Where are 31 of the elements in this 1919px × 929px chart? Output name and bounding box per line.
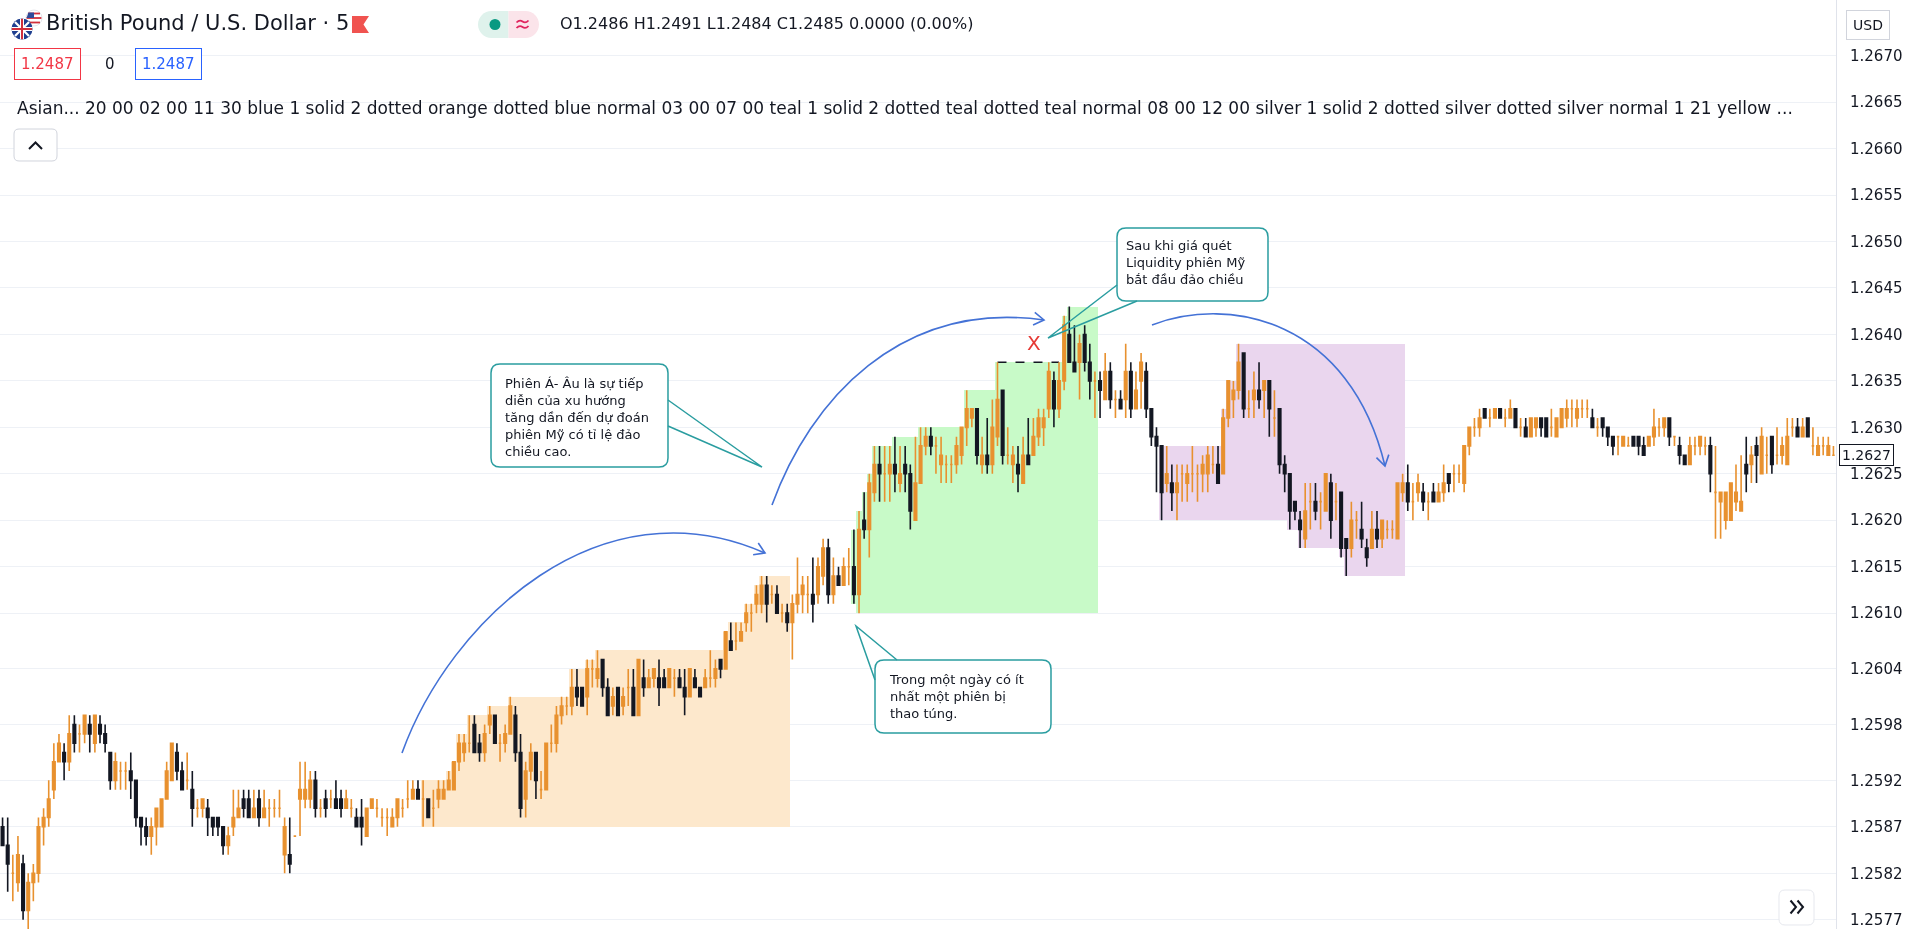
- y-tick-label: 1.2645: [1850, 279, 1903, 298]
- annotation: 0: [105, 55, 115, 73]
- y-tick-label: 1.2630: [1850, 418, 1903, 437]
- y-tick-label: 1.2587: [1850, 818, 1903, 837]
- text: 1.2627: [1842, 447, 1891, 463]
- y-tick-label: 1.2655: [1850, 186, 1903, 205]
- y-tick-label: 1.2615: [1850, 557, 1903, 576]
- annotation: Asian... 20 00 02 00 11 30 blue 1 solid 2 dotted orange dotted blue normal 03 00 07 00 teal 1 solid 2 dotted teal dotted teal normal 08 00 12 00 silver 1 solid 2 dotted silver dotted silver normal 1 21 yellow ...: [17, 98, 1793, 118]
- y-tick-label: 1.2610: [1850, 604, 1903, 623]
- y-tick-label: 1.2640: [1850, 325, 1903, 344]
- y-tick-label: 1.2577: [1850, 910, 1903, 929]
- y-tick-label: 1.2665: [1850, 93, 1903, 112]
- annotation: 1.2487: [142, 55, 195, 73]
- y-tick-label: 1.2604: [1850, 660, 1903, 679]
- annotation: Trong một ngày có ít nhất một phiên bị thao túng.: [889, 672, 1024, 721]
- annotation: Phiên Á- Âu là sự tiếp diễn của xu hướng tăng dần đến dự đoán phiên Mỹ có tỉ lệ đảo chiều cao.: [505, 376, 649, 459]
- annotation: X: [1027, 331, 1041, 355]
- text: British Pound / U.S. Dollar · 5: [46, 11, 350, 36]
- annotation: Sau khi giá quét Liquidity phiên Mỹ bắt đầu đảo chiều: [1126, 238, 1246, 287]
- annotation: 1.2487: [21, 55, 74, 73]
- text: USD: [1853, 17, 1883, 33]
- y-tick-label: 1.2582: [1850, 864, 1903, 883]
- annotation: O1.2486 H1.2491 L1.2484 C1.2485 0.0000 (0.00%): [560, 14, 974, 33]
- y-tick-label: 1.2670: [1850, 46, 1903, 65]
- y-tick-label: 1.2635: [1850, 372, 1903, 391]
- y-tick-label: 1.2660: [1850, 139, 1903, 158]
- y-tick-label: 1.2620: [1850, 511, 1903, 530]
- y-tick-label: 1.2598: [1850, 715, 1903, 734]
- y-tick-label: 1.2625: [1850, 465, 1903, 484]
- y-tick-label: 1.2592: [1850, 771, 1903, 790]
- y-tick-label: 1.2650: [1850, 232, 1903, 251]
